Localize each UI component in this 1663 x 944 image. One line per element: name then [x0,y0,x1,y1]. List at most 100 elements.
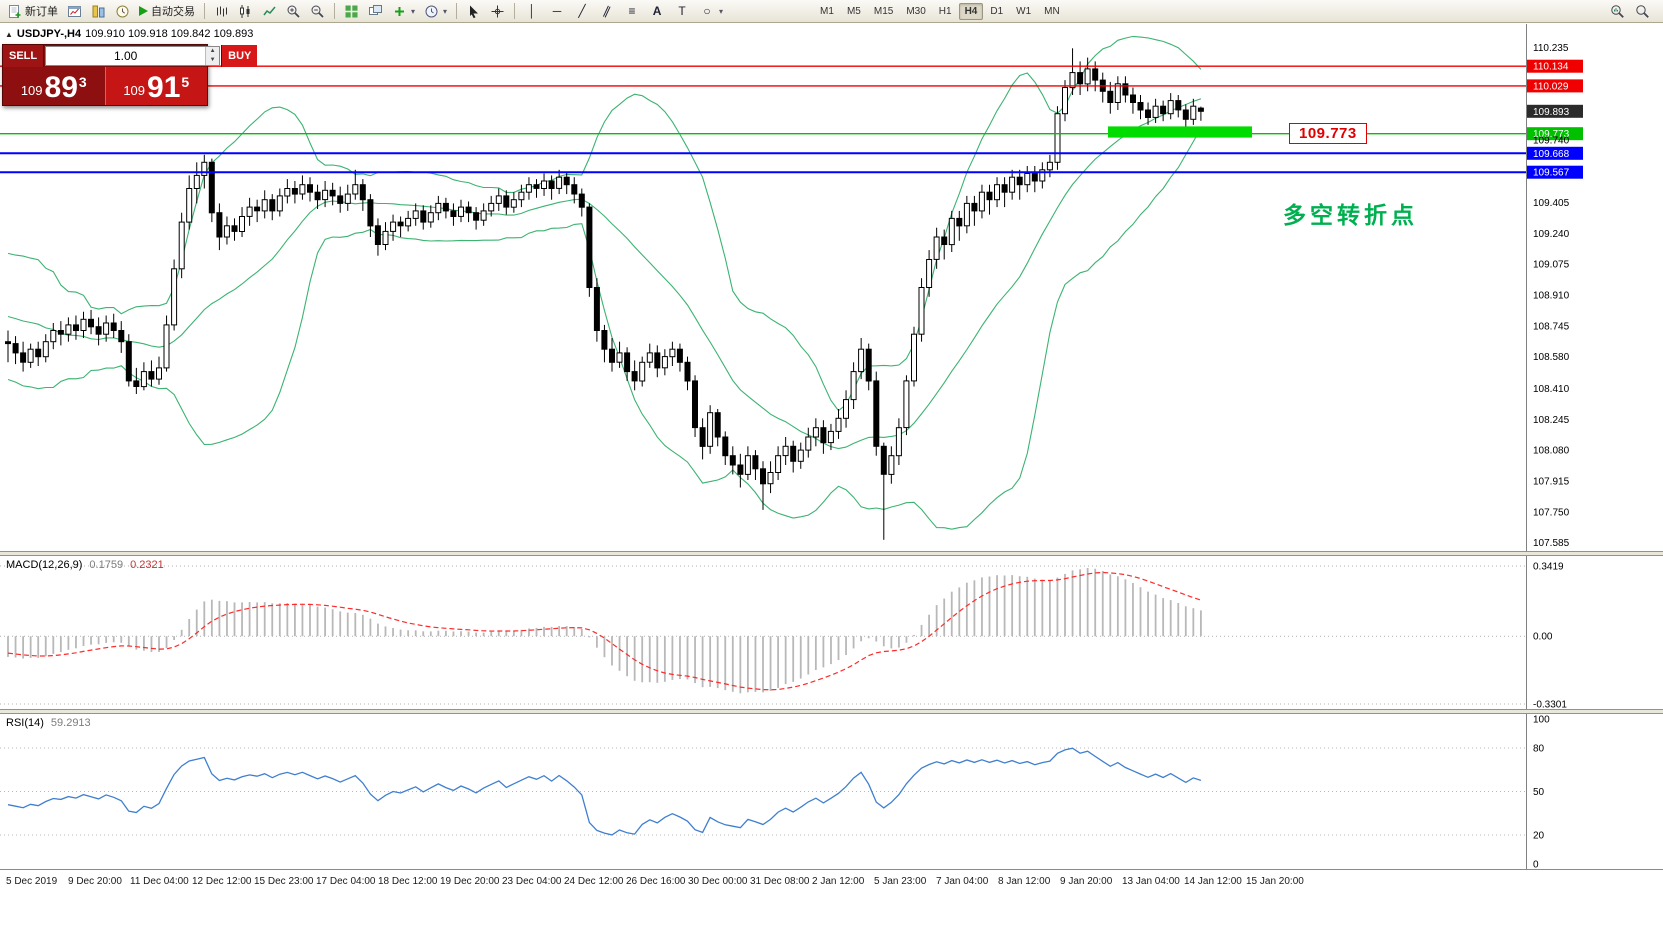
price-annotation[interactable]: 109.773 [1289,123,1367,144]
time-axis-label: 12 Dec 12:00 [192,876,252,887]
time-axis[interactable]: 5 Dec 2019 9 Dec 20:00 11 Dec 04:00 12 Dec … [0,869,1663,898]
label-tool-button[interactable]: T [670,1,694,21]
svg-text:0.00: 0.00 [1533,632,1553,643]
autotrading-button[interactable]: 自动交易 [135,1,199,21]
time-axis-label: 8 Jan 12:00 [998,876,1051,887]
trendline-tool-button[interactable]: ╱ [570,1,594,21]
cascade-windows-button[interactable] [364,1,387,21]
charts-window-button[interactable] [63,1,86,21]
highlight-rectangle[interactable] [1108,126,1252,138]
horizontal-line-icon: ─ [552,4,562,18]
bollinger-bands [7,35,1202,530]
timeframe-button-mn[interactable]: MN [1038,3,1066,20]
ellipse-shape-icon: ○ [703,4,711,18]
trade-panel-quotes: 109 89 3 109 91 5 [3,67,207,105]
collapse-panel-icon[interactable]: ▲ [5,29,13,39]
time-axis-label: 15 Jan 20:00 [1246,876,1304,887]
find-button[interactable] [1631,1,1654,21]
svg-text:108.080: 108.080 [1533,446,1570,457]
vertical-line-tool-button[interactable]: │ [520,1,544,21]
buy-price-point: 5 [181,74,190,90]
candlestick-chart-icon [240,4,250,18]
timeframe-button-m1[interactable]: M1 [814,3,840,20]
svg-text:110.029: 110.029 [1533,81,1569,92]
svg-text:20: 20 [1533,831,1545,842]
buy-button[interactable]: BUY [221,45,258,67]
macd-histogram [7,568,1202,694]
svg-text:50: 50 [1533,787,1545,798]
timeframe-button-h1[interactable]: H1 [933,3,958,20]
price-chart-canvas[interactable]: 110.235110.134110.029109.893109.773109.7… [0,24,1663,551]
fibonacci-tool-button[interactable]: ≡ [620,1,644,21]
bar-chart-button[interactable] [210,1,233,21]
tile-windows-button[interactable] [340,1,363,21]
chart-title-bar: ▲ USDJPY-,H4 109.910 109.918 109.842 109… [5,28,253,40]
timeframe-button-m15[interactable]: M15 [868,3,899,20]
timeframe-button-m30[interactable]: M30 [900,3,931,20]
time-axis-label: 9 Jan 20:00 [1060,876,1113,887]
timeframe-button-h4[interactable]: H4 [958,2,984,20]
time-axis-label: 5 Jan 23:00 [874,876,927,887]
macd-panel-canvas[interactable]: 0.3419 0.00 -0.3301 [0,556,1663,709]
svg-text:108.910: 108.910 [1533,291,1570,302]
indicators-button[interactable]: ▾ [388,1,419,21]
svg-text:108.745: 108.745 [1533,321,1570,332]
zoom-out-button[interactable] [306,1,329,21]
sell-price-point: 3 [78,74,87,90]
period-button[interactable]: ▾ [420,1,451,21]
trendline-icon: ╱ [578,4,586,18]
cursor-tool-button[interactable] [462,1,485,21]
panel-splitter[interactable] [0,709,1663,714]
time-axis-label: 18 Dec 12:00 [378,876,438,887]
line-chart-button[interactable] [258,1,281,21]
rsi-panel-canvas[interactable]: 100 80 50 20 0 [0,714,1663,869]
horizontal-lines[interactable] [0,65,1526,174]
timeframe-button-d1[interactable]: D1 [984,3,1009,20]
text-tool-button[interactable]: A [645,1,669,21]
svg-text:107.585: 107.585 [1533,538,1570,549]
time-axis-label: 11 Dec 04:00 [130,876,189,887]
channel-tool-button[interactable]: ∥ [595,1,619,21]
new-order-button[interactable]: 新订单 [3,1,62,21]
macd-name: MACD(12,26,9) [6,559,83,571]
timeframe-button-m5[interactable]: M5 [841,3,867,20]
svg-text:108.245: 108.245 [1533,415,1570,426]
rsi-indicator-label: RSI(14) 59.2913 [6,717,91,729]
svg-text:109.405: 109.405 [1533,198,1570,209]
zoom-in-button[interactable] [282,1,305,21]
svg-text:109.740: 109.740 [1533,135,1570,146]
time-axis-label: 17 Dec 04:00 [316,876,376,887]
sell-price-figure: 109 [20,83,43,98]
horizontal-line-tool-button[interactable]: ─ [545,1,569,21]
buy-price-display[interactable]: 109 91 5 [105,67,207,105]
turning-point-note[interactable]: 多空转折点 [1283,202,1418,228]
time-axis-label: 30 Dec 00:00 [688,876,748,887]
svg-text:0.3419: 0.3419 [1533,562,1564,573]
history-center-button[interactable] [111,1,134,21]
timeframe-button-w1[interactable]: W1 [1010,3,1037,20]
macd-signal-value: 0.2321 [130,559,164,571]
svg-text:110.235: 110.235 [1533,43,1569,54]
time-axis-label: 23 Dec 04:00 [502,876,562,887]
market-watch-button[interactable] [87,1,110,21]
crosshair-tool-button[interactable] [486,1,509,21]
time-axis-label: 7 Jan 04:00 [936,876,989,887]
svg-text:100: 100 [1533,715,1550,726]
panel-splitter[interactable] [0,551,1663,556]
sell-button[interactable]: SELL [3,45,45,67]
sell-price-display[interactable]: 109 89 3 [3,67,106,105]
volume-input[interactable] [46,47,206,65]
search-symbol-button[interactable] [1606,1,1629,21]
svg-text:108.410: 108.410 [1533,384,1570,395]
vertical-line-icon: │ [528,4,536,18]
toolbar-separator [334,3,335,19]
macd-indicator-label: MACD(12,26,9) 0.1759 0.2321 [6,559,164,571]
ohlc-readout: 109.910 109.918 109.842 109.893 [85,28,254,40]
candlestick-chart-button[interactable] [234,1,257,21]
volume-down-button[interactable]: ▼ [206,56,220,65]
shapes-tool-button[interactable]: ○ ▾ [695,1,727,21]
volume-up-button[interactable]: ▲ [206,47,220,56]
time-axis-label: 2 Jan 12:00 [812,876,865,887]
magnifier-icon [1636,4,1649,18]
